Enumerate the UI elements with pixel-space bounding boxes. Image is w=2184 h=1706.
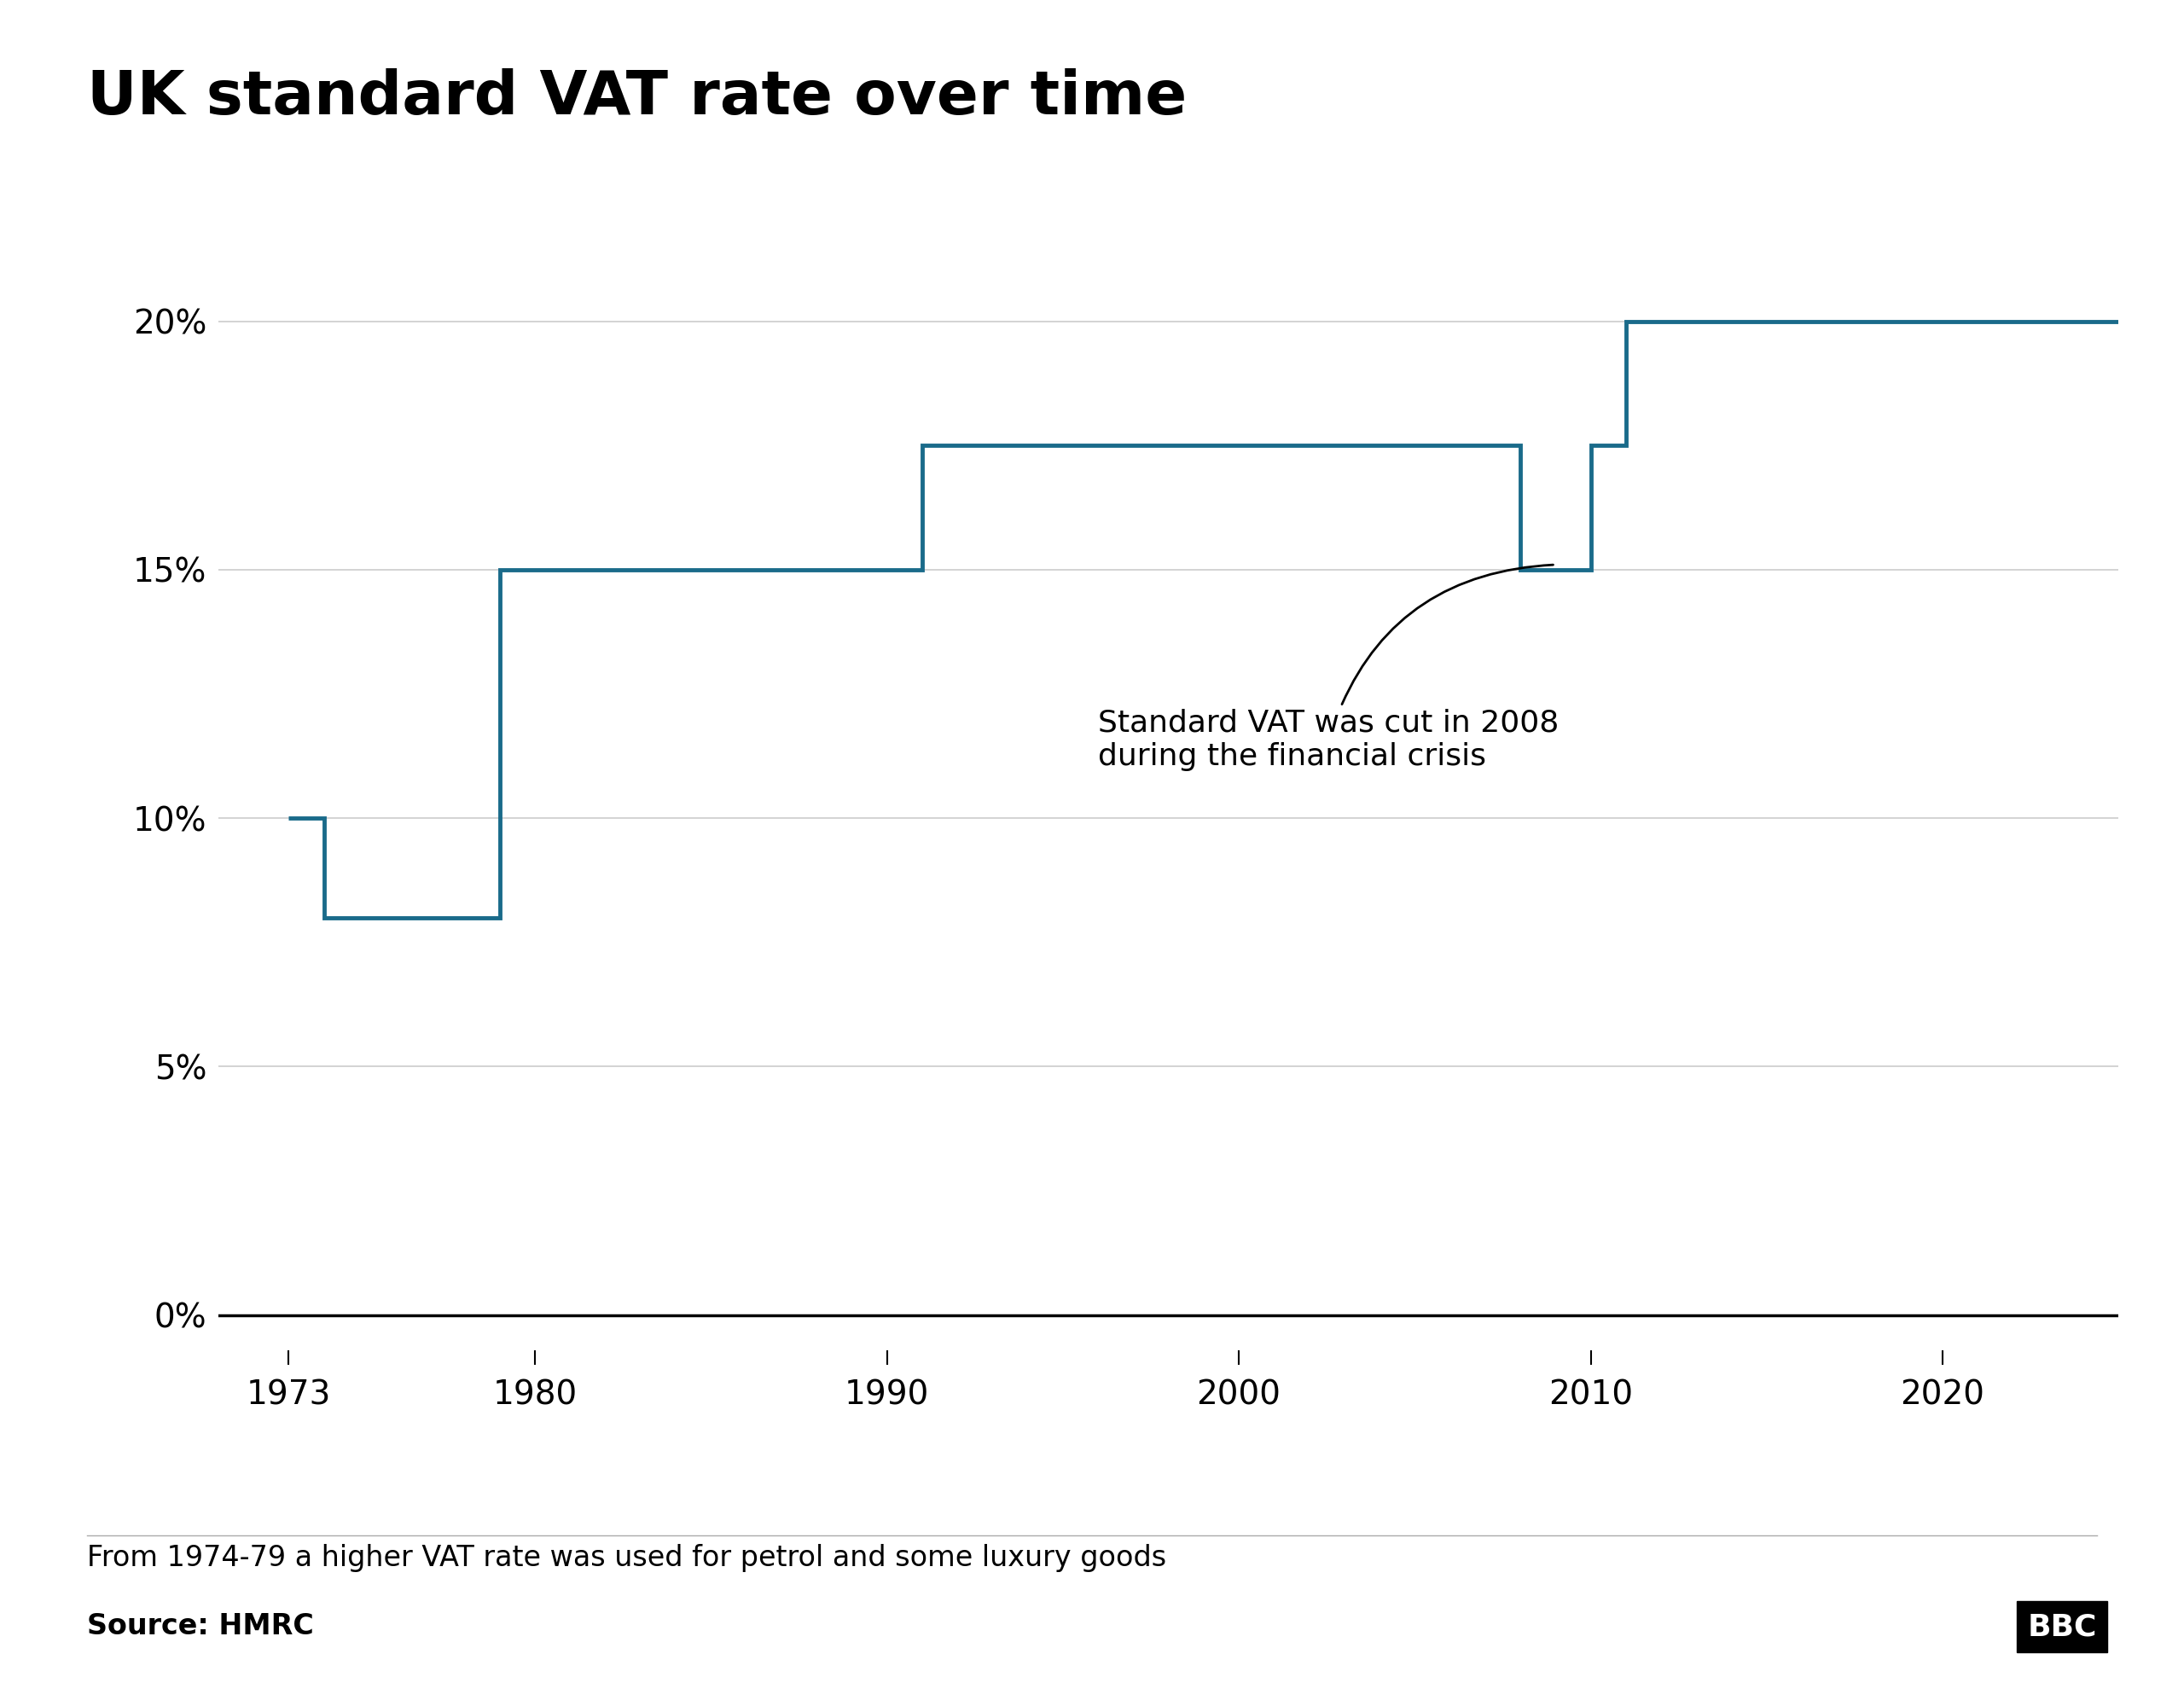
- Text: Standard VAT was cut in 2008
during the financial crisis: Standard VAT was cut in 2008 during the …: [1099, 565, 1559, 771]
- Text: Source: HMRC: Source: HMRC: [87, 1612, 314, 1641]
- Text: BBC: BBC: [2027, 1612, 2097, 1641]
- Text: From 1974-79 a higher VAT rate was used for petrol and some luxury goods: From 1974-79 a higher VAT rate was used …: [87, 1544, 1166, 1573]
- Text: UK standard VAT rate over time: UK standard VAT rate over time: [87, 68, 1188, 128]
